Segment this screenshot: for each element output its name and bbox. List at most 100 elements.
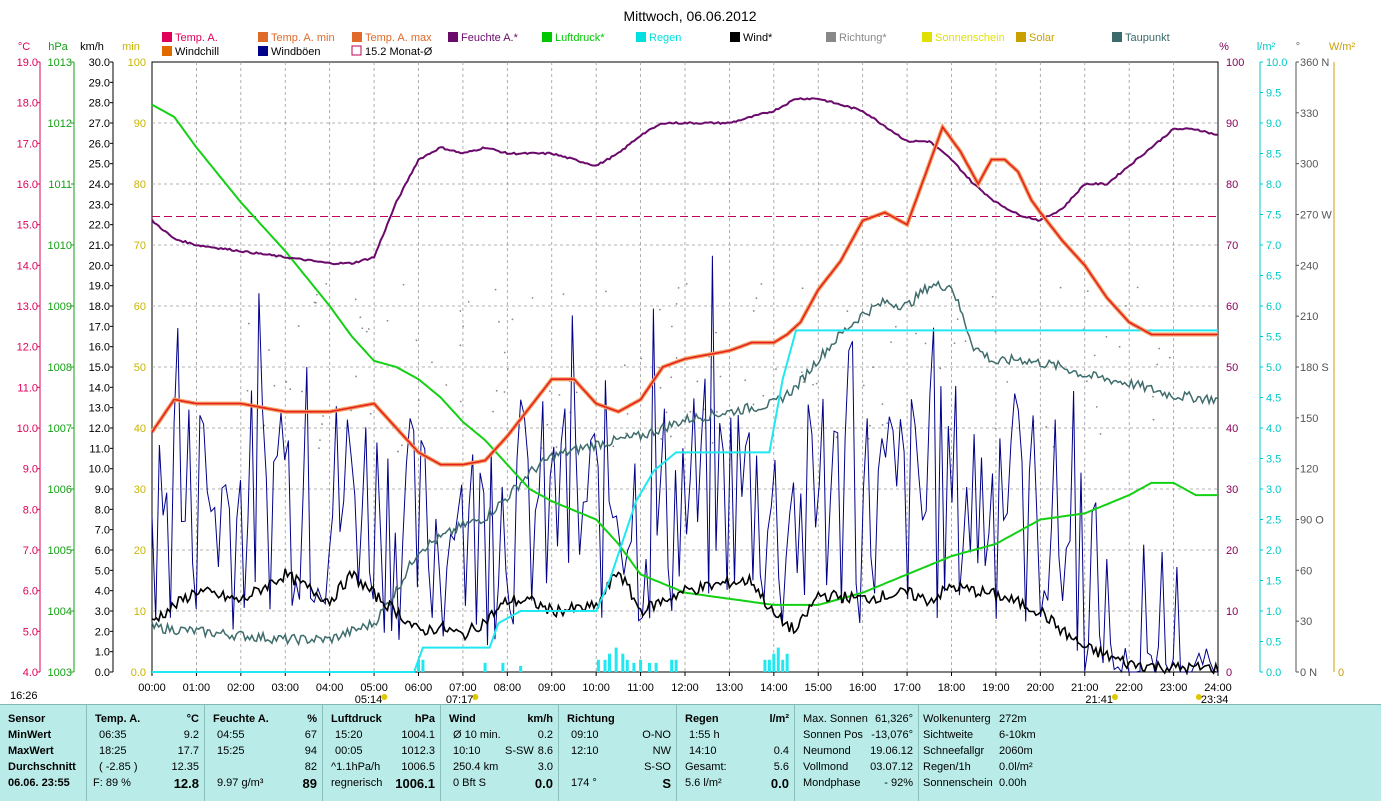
axis-unit: l/m² <box>1257 41 1276 53</box>
hum-header: Feuchte A. <box>213 713 269 725</box>
time-marker-label: 23:34 <box>1201 694 1229 704</box>
direction-dot <box>555 446 558 448</box>
wind-axis-tick: 21.0 <box>89 240 110 252</box>
rain-bar <box>603 659 607 672</box>
direction-dot <box>495 389 498 392</box>
extra-label-3: Regen/1h <box>923 761 971 773</box>
axis-unit: % <box>1219 41 1229 53</box>
legend-label: Taupunkt <box>1125 32 1170 44</box>
direction-dot <box>659 308 661 311</box>
press-axis-tick: 1009 <box>48 301 72 313</box>
x-tick-label: 03:00 <box>271 682 299 694</box>
wind-avg-label: Ø 10 min. <box>453 729 501 741</box>
temp-axis-tick: 16.0 <box>17 179 38 191</box>
rain-bar <box>763 659 767 672</box>
direction-dot <box>670 376 673 379</box>
temp-header: Temp. A. <box>95 713 141 725</box>
direction-dot <box>315 293 318 296</box>
series-taupunkt <box>151 280 1219 647</box>
legend-label: Wind* <box>743 32 773 44</box>
press-min-time: 15:20 <box>335 729 363 741</box>
press-max-time: 00:05 <box>335 745 363 757</box>
extra-value-2: 2060m <box>999 745 1033 757</box>
minutes-axis-tick: 50 <box>134 362 146 374</box>
wind-axis-tick: 14.0 <box>89 382 110 394</box>
wind-axis-tick: 17.0 <box>89 321 110 333</box>
x-axis: 00:00 01:00 02:00 03:00 04:00 05:00 06:00 07:00… <box>138 672 1232 694</box>
minutes-axis-tick: 40 <box>134 423 146 435</box>
sun-marker <box>472 694 479 700</box>
time-markers: 05:14 07:17 21:41 23:34 <box>355 694 1229 704</box>
rain-axis-tick: 3.5 <box>1266 454 1281 466</box>
extra-value-4: 0.00h <box>999 777 1027 789</box>
direction-dot <box>365 330 368 333</box>
minutes-axis-tick: 0.0 <box>131 667 146 679</box>
direction-dot <box>558 393 561 396</box>
rain-bar <box>785 653 789 672</box>
rain-bar <box>781 659 785 672</box>
direction-dot <box>994 427 997 430</box>
hum-axis-tick: 30 <box>1226 484 1238 496</box>
x-tick-label: 13:00 <box>716 682 744 694</box>
temp-axis-tick: 8.0 <box>23 504 38 516</box>
dir-axis-tick: 180 S <box>1300 362 1329 374</box>
hum-max-value: 94 <box>304 745 317 757</box>
temp-axis-tick: 12.0 <box>17 342 38 354</box>
legend: Temp. A. Temp. A. min Temp. A. max Feuchte … <box>162 32 1170 58</box>
wind-axis-tick: 1.0 <box>95 647 110 659</box>
press-axis-tick: 1013 <box>48 57 72 69</box>
direction-dot <box>1006 380 1009 383</box>
hum-min-time: 04:55 <box>217 729 245 741</box>
direction-dot <box>625 432 627 435</box>
dir-axis-tick: 120 <box>1300 464 1318 476</box>
minutes-axis-tick: 80 <box>134 179 146 191</box>
wind-axis-tick: 26.0 <box>89 138 110 150</box>
dir-max-value: NW <box>652 745 671 757</box>
legend-swatch <box>352 32 362 42</box>
direction-dot <box>744 379 747 382</box>
rain-total-label: Gesamt: <box>685 761 727 773</box>
x-tick-label: 23:00 <box>1160 682 1188 694</box>
solar-axis-tick: 0 <box>1338 667 1344 679</box>
x-tick-label: 19:00 <box>982 682 1010 694</box>
rain-axis-tick: 8.0 <box>1266 179 1281 191</box>
rain-axis-tick: 9.0 <box>1266 118 1281 130</box>
temp-axis-tick: 5.0 <box>23 626 38 638</box>
legend-swatch <box>258 32 268 42</box>
rain-total-value: 5.6 <box>773 761 789 773</box>
x-tick-label: 18:00 <box>938 682 966 694</box>
sun-marker <box>381 694 388 700</box>
x-tick-label: 16:00 <box>849 682 877 694</box>
direction-dot <box>462 325 465 328</box>
panel-direction: Richtung 09:10 O-NO 12:10 NW S-SO 174 ° … <box>558 705 677 801</box>
direction-dot <box>1156 363 1159 366</box>
temp-feel: F: 89 % <box>93 777 131 789</box>
rain-axis-tick: 1.0 <box>1266 606 1281 618</box>
legend-label: Regen <box>649 32 681 44</box>
press-trend: ^1.1hPa/h <box>331 761 381 773</box>
direction-dot <box>506 368 509 370</box>
series-luftdruck <box>151 103 1218 606</box>
wind-axis-tick: 18.0 <box>89 301 110 313</box>
row-label-min: MinWert <box>8 729 52 741</box>
rain-bar <box>483 662 487 672</box>
hum-axis-tick: 40 <box>1226 423 1238 435</box>
rain-axis-tick: 6.0 <box>1266 301 1281 313</box>
press-axis-tick: 1005 <box>48 545 72 557</box>
dir-axis-tick: 90 O <box>1300 515 1324 527</box>
rain-unit: l/m² <box>769 713 789 725</box>
direction-dot <box>612 445 615 448</box>
direction-dot <box>268 349 270 351</box>
direction-dot <box>894 325 897 328</box>
dir-axis-tick: 330 <box>1300 108 1318 120</box>
direction-dot <box>325 282 328 285</box>
rain-axis-tick: 9.5 <box>1266 88 1281 100</box>
rain-bar <box>614 647 618 672</box>
direction-dot <box>640 357 643 360</box>
time-marker-label: 21:41 <box>1085 694 1113 704</box>
wind-bft: 0 Bft S <box>453 777 487 789</box>
rain-bar <box>654 662 658 672</box>
direction-dot <box>367 328 370 330</box>
extra-label-1: Sichtweite <box>923 729 974 741</box>
direction-dot <box>319 439 321 442</box>
